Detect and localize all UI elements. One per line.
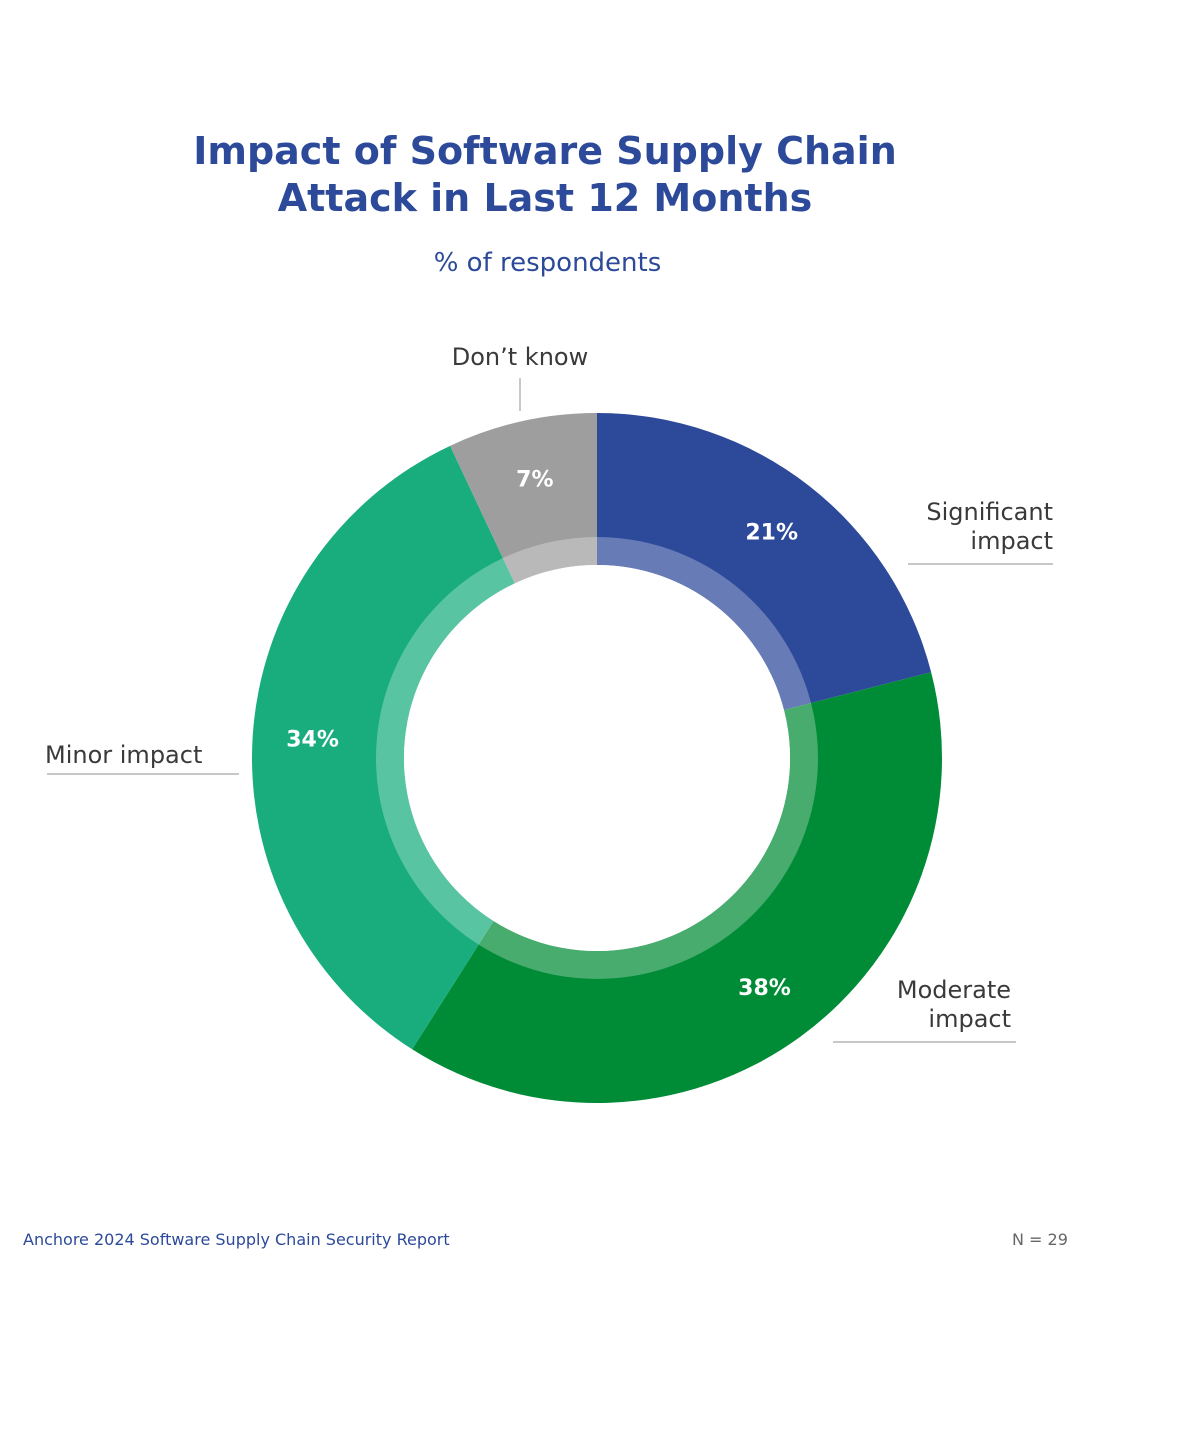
footer-source: Anchore 2024 Software Supply Chain Secur… (23, 1230, 450, 1249)
value-label-minor-impact: 34% (286, 728, 339, 753)
footer-sample-size: N = 29 (1012, 1230, 1068, 1249)
slice-significant-impact (597, 413, 932, 711)
value-label-significant-impact: 21% (745, 520, 798, 545)
slice-minor-impact (252, 445, 515, 1050)
callout-significant-impact: Significant impact (926, 498, 1053, 555)
callout-don-t-know: Don’t know (452, 343, 588, 371)
chart-title-line-2: Attack in Last 12 Months (277, 176, 813, 220)
chart-subtitle: % of respondents (433, 248, 662, 278)
slice-don-t-know (450, 413, 597, 584)
value-label-don-t-know: 7% (516, 467, 553, 492)
value-label-moderate-impact: 38% (738, 976, 791, 1001)
slice-moderate-impact (412, 672, 942, 1103)
callout-moderate-impact: Moderate impact (897, 976, 1011, 1033)
chart-title-line-1: Impact of Software Supply Chain (193, 129, 897, 173)
callout-minor-impact: Minor impact (45, 741, 202, 769)
donut-hole (404, 565, 790, 951)
chart-title: Impact of Software Supply Chain Attack i… (0, 128, 1090, 222)
